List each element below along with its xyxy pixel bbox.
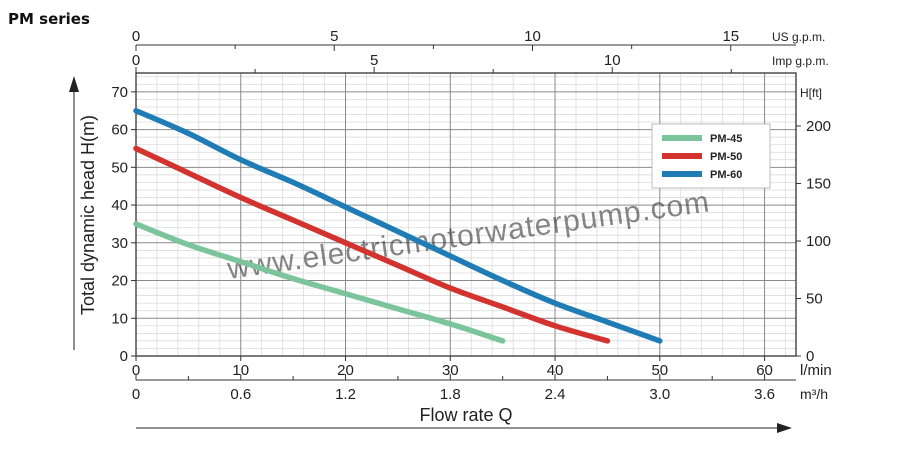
usgpm-unit-label: US g.p.m.	[772, 30, 825, 44]
m3h-tick-label: 1.2	[335, 386, 356, 403]
m3h-tick-label: 3.6	[754, 386, 775, 403]
x-tick-label: 20	[337, 362, 354, 379]
x-axis-label: Flow rate Q	[419, 405, 512, 425]
x-tick-label: 0	[132, 362, 140, 379]
y-tick-label: 10	[111, 310, 128, 327]
y-tick-label: 70	[111, 84, 128, 101]
usgpm-tick-label: 15	[722, 28, 739, 45]
plot-frame	[135, 72, 797, 357]
right-y-unit-label: H[ft]	[800, 86, 822, 100]
m3h-tick-label: 0.6	[230, 386, 251, 403]
y-tick-label: 0	[120, 348, 128, 365]
series-line-pm-50	[133, 145, 611, 344]
right-y-tick-label: 200	[806, 118, 831, 135]
series-line-pm-45	[133, 221, 506, 344]
right-y-tick-label: 150	[806, 175, 831, 192]
series-line-pm-60	[133, 107, 663, 344]
x-tick-label: 30	[442, 362, 459, 379]
impgpm-tick-label: 5	[370, 52, 378, 69]
legend-label-pm-45: PM-45	[710, 133, 742, 145]
x-unit-label-lmin: l/min	[800, 362, 832, 379]
page-title: PM series	[8, 10, 90, 28]
y-axis-label: Total dynamic head H(m)	[78, 115, 98, 315]
y-tick-label: 50	[111, 159, 128, 176]
impgpm-tick-label: 0	[132, 52, 140, 69]
impgpm-tick-label: 10	[604, 52, 621, 69]
right-y-tick-label: 0	[806, 348, 814, 365]
x-tick-label: 40	[547, 362, 564, 379]
plot-area	[136, 73, 796, 356]
y-tick-label: 30	[111, 235, 128, 252]
right-y-tick-label: 50	[806, 290, 823, 307]
right-y-tick-label: 100	[806, 233, 831, 250]
legend-label-pm-50: PM-50	[710, 151, 742, 163]
usgpm-tick-label: 0	[132, 28, 140, 45]
m3h-tick-label: 0	[132, 386, 140, 403]
usgpm-tick-label: 5	[330, 28, 338, 45]
m3h-tick-label: 3.0	[649, 386, 670, 403]
m3h-tick-label: 1.8	[440, 386, 461, 403]
m3h-tick-label: 2.4	[545, 386, 566, 403]
impgpm-unit-label: Imp g.p.m.	[772, 54, 829, 68]
x-axis-arrowhead	[777, 423, 792, 433]
x-unit-label-m3h: m³/h	[800, 386, 828, 402]
x-tick-label: 60	[756, 362, 773, 379]
y-tick-label: 20	[111, 273, 128, 290]
legend-label-pm-60: PM-60	[710, 169, 742, 181]
y-axis-arrowhead	[69, 76, 79, 92]
y-tick-label: 40	[111, 197, 128, 214]
x-tick-label: 50	[651, 362, 668, 379]
y-tick-label: 60	[111, 122, 128, 139]
usgpm-tick-label: 10	[524, 28, 541, 45]
x-tick-label: 10	[232, 362, 249, 379]
